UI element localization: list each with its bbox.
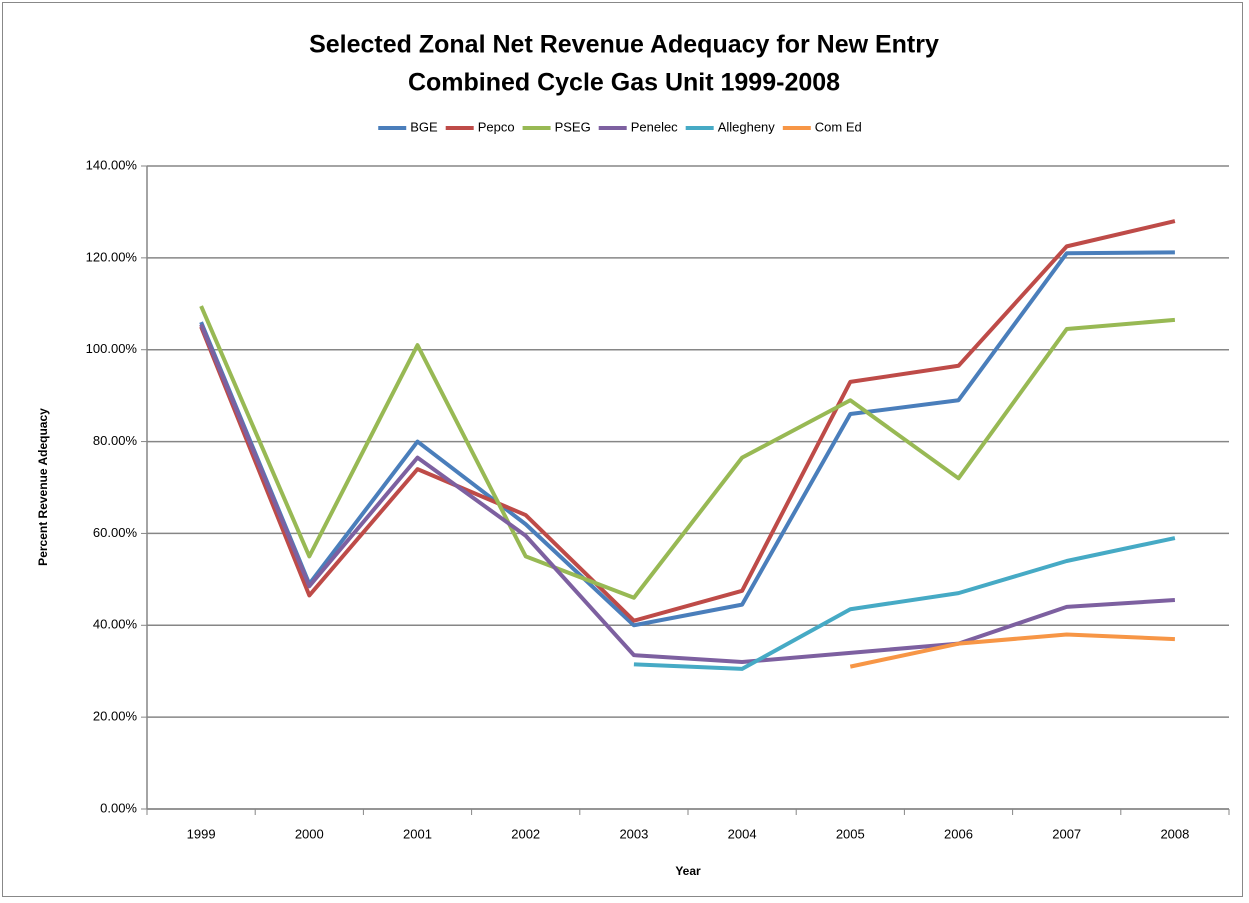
y-tick-label: 20.00% bbox=[93, 709, 138, 724]
y-axis-title: Percent Revenue Adequacy bbox=[36, 408, 50, 566]
x-tick-label: 2002 bbox=[511, 826, 540, 841]
legend-label: BGE bbox=[410, 119, 438, 134]
x-tick-label: 2006 bbox=[944, 826, 973, 841]
series-line bbox=[849, 632, 1175, 669]
x-tick-label: 2004 bbox=[728, 826, 757, 841]
legend-label: Allegheny bbox=[718, 119, 776, 134]
legend-label: PSEG bbox=[555, 119, 591, 134]
series-line bbox=[199, 250, 1175, 628]
x-tick-label: 2003 bbox=[619, 826, 648, 841]
y-tick-label: 80.00% bbox=[93, 433, 138, 448]
chart-title: Combined Cycle Gas Unit 1999-2008 bbox=[408, 69, 840, 97]
x-tick-label: 2000 bbox=[295, 826, 324, 841]
chart-title: Selected Zonal Net Revenue Adequacy for … bbox=[309, 31, 939, 59]
series-line bbox=[199, 305, 1176, 600]
y-tick-label: 140.00% bbox=[86, 157, 138, 172]
y-tick-label: 40.00% bbox=[93, 617, 138, 632]
legend-label: Com Ed bbox=[815, 119, 862, 134]
legend-label: Penelec bbox=[631, 119, 678, 134]
legend-label: Pepco bbox=[478, 119, 515, 134]
x-tick-label: 2008 bbox=[1160, 826, 1189, 841]
series-line bbox=[199, 323, 1176, 665]
series-line bbox=[633, 536, 1176, 671]
x-tick-label: 2001 bbox=[403, 826, 432, 841]
y-tick-label: 100.00% bbox=[86, 341, 138, 356]
y-tick-label: 0.00% bbox=[100, 800, 137, 815]
x-tick-label: 2005 bbox=[836, 826, 865, 841]
x-tick-label: 1999 bbox=[187, 826, 216, 841]
series-line bbox=[199, 219, 1176, 623]
y-tick-label: 60.00% bbox=[93, 525, 138, 540]
x-tick-label: 2007 bbox=[1052, 826, 1081, 841]
x-axis-title: Year bbox=[675, 864, 701, 878]
y-tick-label: 120.00% bbox=[86, 249, 138, 264]
